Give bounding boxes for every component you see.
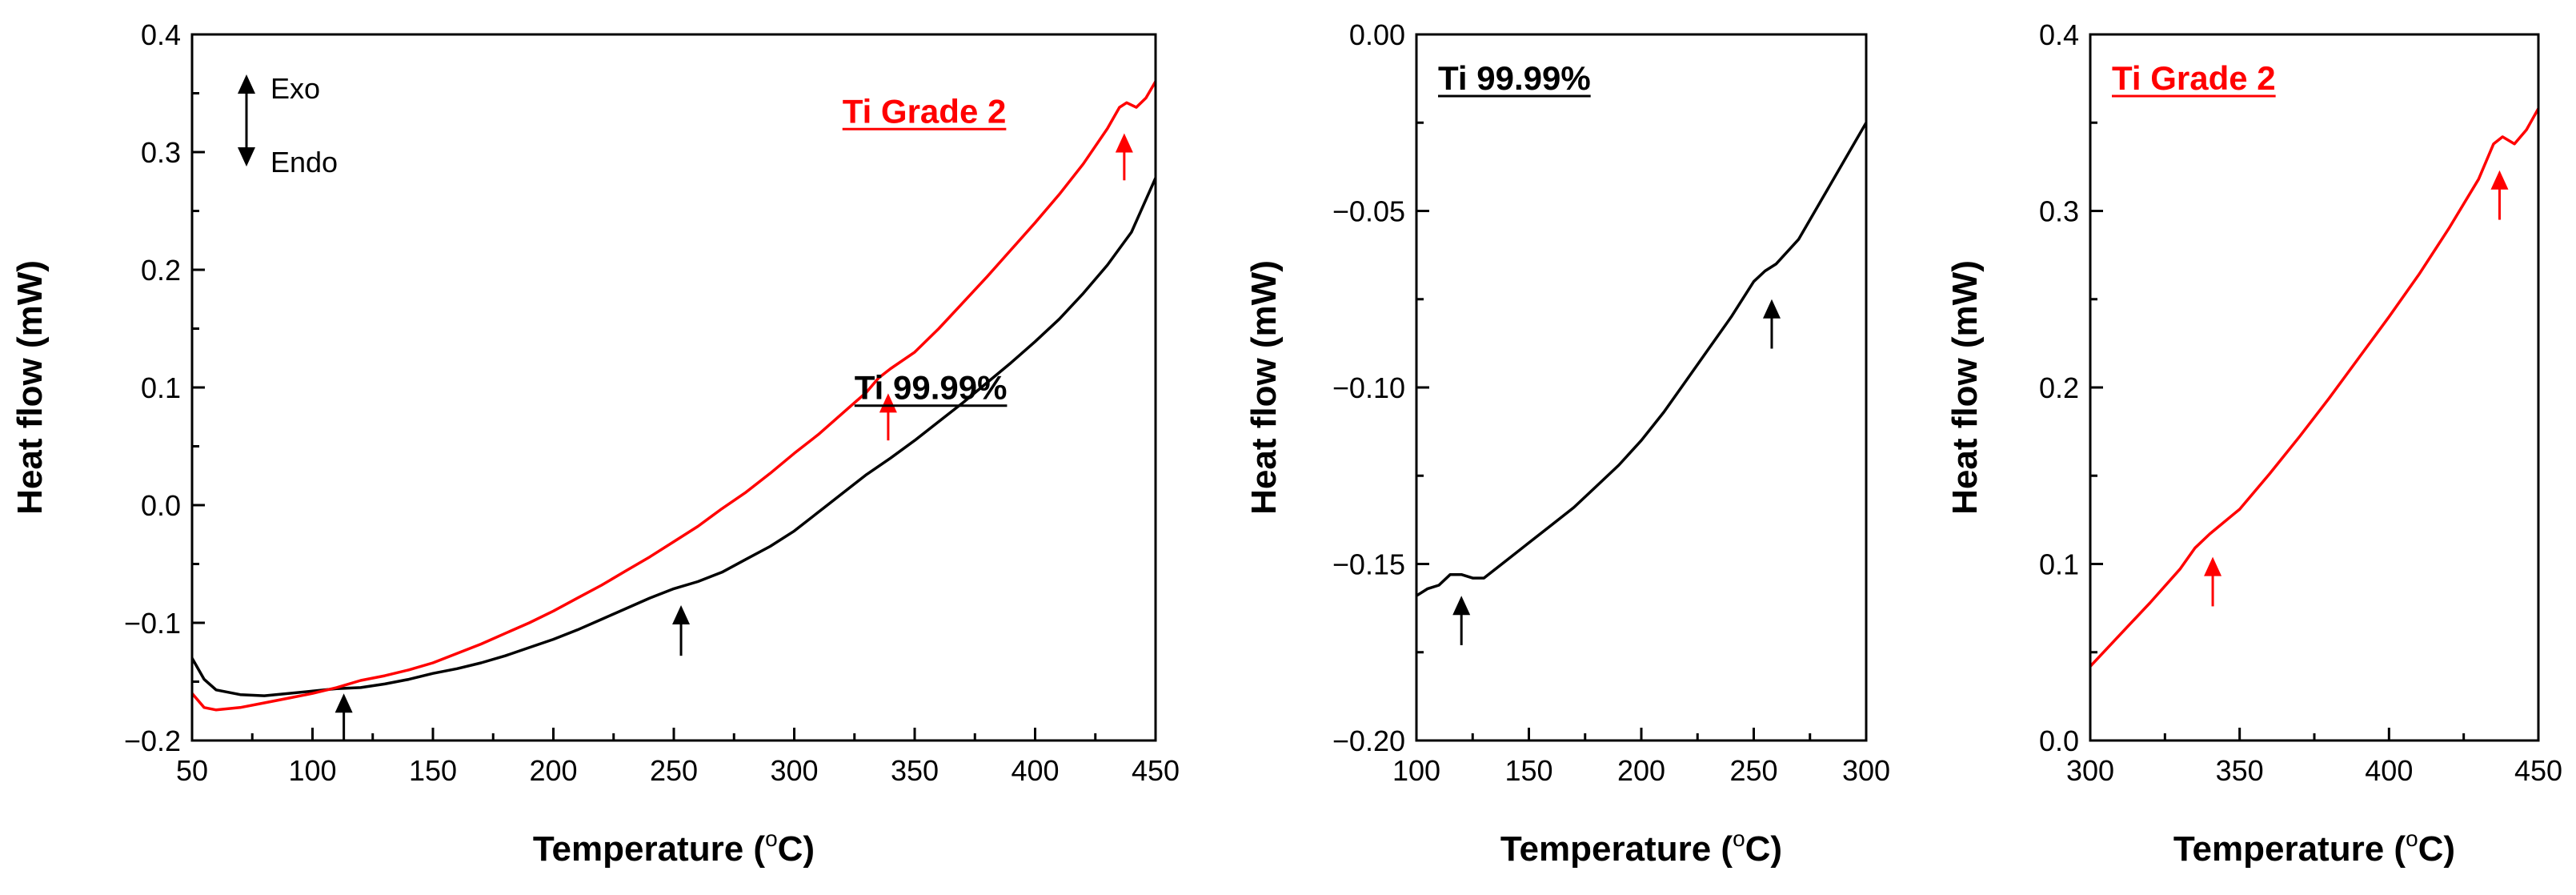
transition-arrow-1	[2204, 556, 2222, 607]
series-line-ti-grade-2	[192, 80, 1156, 712]
exo-arrow-icon	[238, 74, 255, 98]
y-tick-label: 0.1	[2039, 548, 2079, 581]
series-label-2: Ti Grade 2	[843, 92, 1007, 130]
y-tick-label: −0.15	[1332, 548, 1405, 581]
arrow-head	[238, 147, 255, 167]
x-tick-label: 300	[2066, 754, 2114, 787]
x-axis-title: Temperature (oC)	[2173, 826, 2455, 869]
transition-arrow-4	[1115, 133, 1133, 181]
y-tick-label: 0.0	[141, 489, 181, 522]
x-axis-title-end: C)	[1745, 829, 1782, 869]
x-tick-label: 450	[1132, 754, 1180, 787]
x-axis-title-end: C)	[778, 829, 815, 869]
transition-arrow-2	[2490, 170, 2509, 220]
y-tick-label: 0.0	[2039, 724, 2079, 757]
y-tick-label: −0.2	[124, 724, 181, 757]
x-axis-title-main: Temperature (	[2173, 829, 2406, 869]
degree-sup: o	[1733, 826, 1745, 851]
panel-title: Ti 99.99%	[1438, 59, 1591, 97]
y-tick-label: 0.2	[141, 254, 181, 287]
panel-2: 100 150 200 250 300 −0.20 −0.15 −0.10 −0.05 0.00 T…	[1244, 18, 1890, 869]
transition-arrow-2	[1762, 299, 1781, 349]
x-tick-label: 200	[1617, 754, 1665, 787]
x-tick-label: 50	[176, 754, 208, 787]
y-tick-label: 0.1	[141, 371, 181, 404]
series-label-1: Ti 99.99%	[855, 369, 1008, 407]
x-tick-label: 350	[2216, 754, 2264, 787]
arrow-head	[1452, 596, 1471, 616]
x-axis-title: Temperature (oC)	[1500, 826, 1782, 869]
x-tick-label: 400	[1011, 754, 1059, 787]
x-tick-label: 300	[770, 754, 818, 787]
x-tick-label: 350	[891, 754, 939, 787]
x-tick-label: 300	[1842, 754, 1890, 787]
degree-sup: o	[2406, 826, 2418, 851]
degree-sup: o	[765, 826, 778, 851]
y-axis-title: Heat flow (mW)	[1945, 260, 1985, 515]
transition-arrow-1	[1452, 596, 1471, 645]
y-tick-label: 0.00	[1349, 18, 1405, 51]
y-tick-label: −0.10	[1332, 371, 1405, 404]
plot-frame	[2089, 33, 2540, 742]
arrow-head	[879, 393, 897, 413]
x-tick-label: 250	[1729, 754, 1777, 787]
y-tick-label: 0.3	[141, 136, 181, 169]
x-tick-label: 150	[1504, 754, 1552, 787]
y-axis-title: Heat flow (mW)	[1244, 260, 1284, 515]
y-tick-label: 0.4	[2039, 18, 2079, 51]
arrow-head	[2490, 170, 2509, 190]
endo-arrow-icon	[238, 96, 255, 167]
plot-frame	[1415, 33, 1868, 742]
arrow-head	[1115, 133, 1133, 153]
y-axis-title: Heat flow (mW)	[10, 260, 50, 515]
x-tick-label: 250	[650, 754, 698, 787]
transition-arrow-2	[672, 604, 691, 656]
y-tick-label: 0.2	[2039, 371, 2079, 404]
y-tick-label: 0.3	[2039, 195, 2079, 228]
arrow-head	[1762, 299, 1781, 319]
y-tick-label: −0.20	[1332, 724, 1405, 757]
panel-1: 50 100 150 200 250 300 350 400 450 −0.2 −0.1 0.0 0.1…	[10, 18, 1180, 869]
legend-endo: Endo	[270, 146, 338, 179]
legend-exo: Exo	[270, 72, 320, 105]
arrow-head	[2204, 556, 2222, 576]
x-axis-title-end: C)	[2418, 829, 2455, 869]
panel-3: 300 350 400 450 0.0 0.1 0.2 0.3 0.4 Temperature (…	[1945, 18, 2562, 869]
y-tick-label: 0.4	[141, 18, 181, 51]
x-tick-label: 200	[529, 754, 577, 787]
x-axis-title: Temperature (oC)	[533, 826, 815, 869]
arrow-head	[672, 604, 691, 624]
series-line-ti-grade-2	[2090, 107, 2538, 668]
x-axis-title-main: Temperature (	[1500, 829, 1733, 869]
x-tick-label: 400	[2365, 754, 2413, 787]
series-line-ti-99-99-	[192, 177, 1156, 697]
transition-arrow-3	[879, 393, 897, 441]
y-tick-label: −0.05	[1332, 195, 1405, 228]
plot-frame	[190, 33, 1157, 742]
arrow-head	[238, 74, 255, 94]
arrow-head	[335, 693, 353, 713]
x-tick-label: 150	[409, 754, 457, 787]
y-tick-label: −0.1	[124, 607, 181, 640]
transition-arrow-1	[335, 693, 353, 740]
panel-title: Ti Grade 2	[2112, 59, 2276, 97]
x-axis-title-main: Temperature (	[533, 829, 765, 869]
series-line-ti-99-99-	[1416, 122, 1866, 597]
x-tick-label: 100	[1392, 754, 1440, 787]
x-tick-label: 450	[2514, 754, 2562, 787]
x-tick-label: 100	[288, 754, 336, 787]
